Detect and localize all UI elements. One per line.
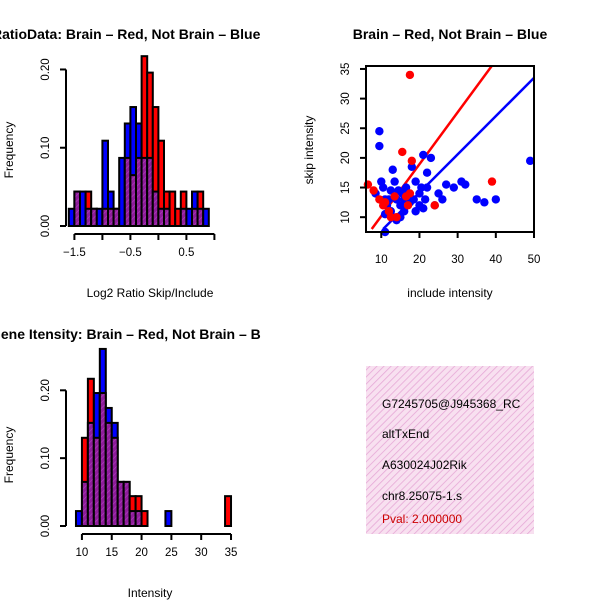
ratio-histogram-title: RatioData: Brain – Red, Not Brain – Blue [0,26,261,42]
scatter-point-blue-26 [407,162,417,171]
scatter-ytick-label-2: 20 [340,151,352,164]
scatter-point-red-7 [390,192,399,201]
ratio-xtick-label-1: −0.5 [119,247,142,259]
scatter-point-blue-49 [525,156,535,166]
intensity-xtick-label-2: 20 [135,547,148,559]
probe-id: G7245705@J945368_RC [382,397,521,411]
scatter-point-red-14 [407,156,417,166]
intensity-histogram-axes: 0.00 0.10 0.20 10 15 20 25 30 35 [40,379,237,559]
scatter-point-blue-33 [419,150,428,160]
intensity-scatter-panel: Brain – Red, Not Brain – Blue 10 20 30 40 50… [302,26,547,300]
scatter-points [363,70,535,237]
scatter-xtick-label-1: 20 [413,254,426,266]
ratio-histogram-bars [67,55,210,228]
scatter-point-blue-37 [422,168,432,177]
intensity-xtick-label-1: 15 [105,547,118,559]
intensity-histogram-bars [74,347,233,528]
intensity-ytick-label-1: 0.10 [40,447,52,469]
scatter-point-red-9 [398,147,407,157]
scatter-point-blue-29 [411,177,420,186]
intensity-histogram-panel: Gene Itensity: Brain – Red, Not Brain – … [0,326,261,600]
intensity-histogram-ylabel: Frequency [2,427,16,484]
scatter-ytick-label-5: 35 [340,63,352,76]
scatter-xlabel: include intensity [407,286,492,300]
scatter-point-blue-2 [375,141,384,151]
scatter-xtick-label-2: 30 [451,254,464,266]
scatter-plot-frame [365,65,535,233]
ratio-ytick-label-0: 0.00 [40,215,52,237]
event-type: altTxEnd [382,427,429,441]
ratio-ytick-label-1: 0.10 [40,137,52,159]
scatter-point-blue-46 [472,195,481,204]
info-panel-background [366,366,534,534]
scatter-point-red-16 [487,177,497,186]
intensity-xtick-label-0: 10 [76,547,89,559]
scatter-point-red-11 [403,201,413,210]
ratio-histogram-xlabel: Log2 Ratio Skip/Include [87,286,214,300]
pval-text: Pval: 2.000000 [382,512,462,526]
intensity-bar-red-25 [224,495,233,527]
scatter-axes: 10 20 30 40 50 10 15 20 25 30 35 [340,63,540,266]
scatter-point-blue-14 [390,177,399,186]
scatter-point-red-13 [405,189,415,198]
scatter-point-red-8 [392,212,401,222]
scatter-point-blue-1 [375,127,384,136]
scatter-point-red-12 [405,70,415,80]
ratio-histogram-panel: RatioData: Brain – Red, Not Brain – Blue… [0,26,261,300]
scatter-xtick-label-4: 50 [528,254,541,266]
scatter-title: Brain – Red, Not Brain – Blue [353,26,548,42]
intensity-histogram-xlabel: Intensity [128,586,173,600]
location: chr8.25075-1.s [382,489,462,503]
intensity-xtick-label-3: 25 [165,547,178,559]
scatter-ytick-label-4: 30 [340,92,352,105]
intensity-ytick-label-2: 0.20 [40,379,52,401]
scatter-point-red-1 [369,186,378,195]
scatter-point-red-4 [380,198,390,207]
scatter-point-blue-36 [422,183,432,192]
scatter-point-blue-34 [419,204,428,213]
scatter-ytick-label-3: 25 [340,122,352,135]
ratio-xtick-label-2: 0.5 [178,247,194,259]
gene-name: A630024J02Rik [382,458,468,472]
intensity-histogram-title: Gene Itensity: Brain – Red, Not Brain – … [0,326,261,342]
scatter-point-blue-12 [388,165,397,174]
intensity-xtick-label-4: 30 [195,547,208,559]
ratio-bar-blue-24 [202,207,210,227]
ratio-histogram-axes: 0.00 0.10 0.20 −1.5 −0.5 0.5 [40,58,216,259]
scatter-point-blue-43 [449,183,459,192]
scatter-point-blue-35 [420,195,430,204]
scatter-point-blue-47 [480,198,489,207]
scatter-xtick-label-0: 10 [375,254,388,266]
ratio-histogram-ylabel: Frequency [2,122,16,179]
scatter-point-blue-41 [438,195,447,204]
scatter-point-blue-48 [491,195,501,204]
scatter-ytick-label-0: 10 [340,211,352,224]
intensity-xtick-label-5: 35 [225,547,238,559]
scatter-ylabel: skip intensity [302,116,316,185]
ratio-xtick-label-0: −1.5 [63,247,86,259]
intensity-bar-red-11 [140,510,149,528]
info-panel: G7245705@J945368_RC altTxEnd A630024J02R… [366,366,534,534]
scatter-fit-lines [370,66,534,230]
scatter-ytick-label-1: 15 [340,181,352,194]
ratio-ytick-label-2: 0.20 [40,58,52,80]
scatter-xtick-label-3: 40 [489,254,502,266]
scatter-point-blue-38 [426,153,436,163]
intensity-ytick-label-0: 0.00 [40,515,52,537]
intensity-bar-blue-15 [164,510,173,528]
scatter-point-red-15 [430,201,439,210]
scatter-point-blue-42 [441,180,451,189]
scatter-point-blue-45 [461,180,470,189]
scatter-point-blue-4 [378,183,388,192]
